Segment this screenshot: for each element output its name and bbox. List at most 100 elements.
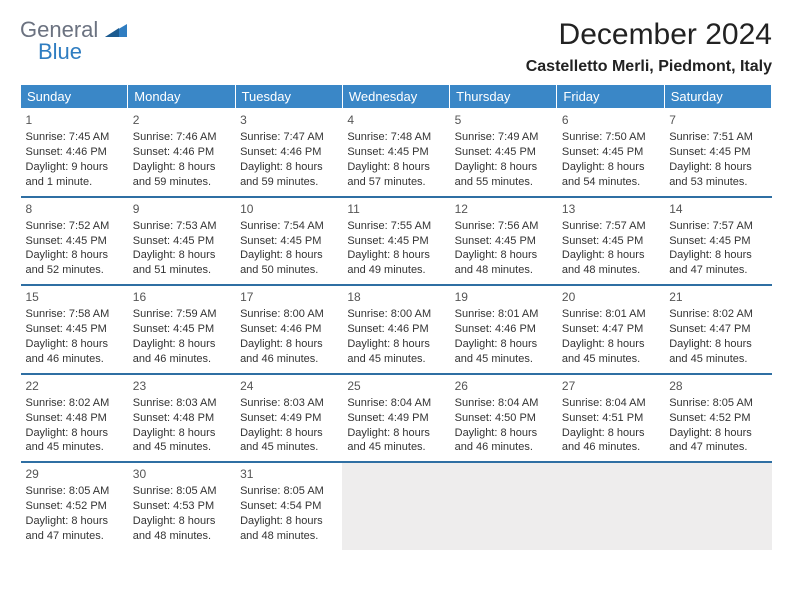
sunset-text: Sunset: 4:45 PM (26, 234, 123, 249)
day-number: 8 (26, 201, 123, 217)
sunrise-text: Sunrise: 8:02 AM (26, 396, 123, 411)
calendar-cell (664, 462, 771, 550)
logo-triangle-icon (105, 21, 127, 42)
sunset-text: Sunset: 4:46 PM (133, 145, 230, 160)
calendar-cell: 5Sunrise: 7:49 AMSunset: 4:45 PMDaylight… (450, 109, 557, 197)
sunset-text: Sunset: 4:45 PM (133, 234, 230, 249)
weekday-header-row: SundayMondayTuesdayWednesdayThursdayFrid… (21, 85, 772, 109)
daylight-text: Daylight: 8 hours and 46 minutes. (240, 337, 337, 367)
daylight-text: Daylight: 8 hours and 51 minutes. (133, 248, 230, 278)
day-number: 9 (133, 201, 230, 217)
sunrise-text: Sunrise: 7:50 AM (562, 130, 659, 145)
daylight-text: Daylight: 8 hours and 47 minutes. (669, 248, 766, 278)
sunrise-text: Sunrise: 7:45 AM (26, 130, 123, 145)
calendar-cell: 29Sunrise: 8:05 AMSunset: 4:52 PMDayligh… (21, 462, 128, 550)
day-number: 23 (133, 378, 230, 394)
sunrise-text: Sunrise: 7:57 AM (669, 219, 766, 234)
sunset-text: Sunset: 4:45 PM (455, 234, 552, 249)
daylight-text: Daylight: 8 hours and 46 minutes. (562, 426, 659, 456)
sunrise-text: Sunrise: 8:05 AM (26, 484, 123, 499)
calendar-cell: 21Sunrise: 8:02 AMSunset: 4:47 PMDayligh… (664, 285, 771, 374)
daylight-text: Daylight: 8 hours and 48 minutes. (240, 514, 337, 544)
sunset-text: Sunset: 4:50 PM (455, 411, 552, 426)
sunrise-text: Sunrise: 7:59 AM (133, 307, 230, 322)
day-number: 19 (455, 289, 552, 305)
sunset-text: Sunset: 4:51 PM (562, 411, 659, 426)
calendar-cell: 7Sunrise: 7:51 AMSunset: 4:45 PMDaylight… (664, 109, 771, 197)
header: General Blue December 2024 Castelletto M… (20, 18, 772, 76)
daylight-text: Daylight: 8 hours and 59 minutes. (240, 160, 337, 190)
calendar-cell: 15Sunrise: 7:58 AMSunset: 4:45 PMDayligh… (21, 285, 128, 374)
sunset-text: Sunset: 4:48 PM (26, 411, 123, 426)
daylight-text: Daylight: 8 hours and 53 minutes. (669, 160, 766, 190)
daylight-text: Daylight: 8 hours and 48 minutes. (455, 248, 552, 278)
weekday-header: Wednesday (342, 85, 449, 109)
sunset-text: Sunset: 4:45 PM (455, 145, 552, 160)
weekday-header: Friday (557, 85, 664, 109)
calendar-cell: 31Sunrise: 8:05 AMSunset: 4:54 PMDayligh… (235, 462, 342, 550)
calendar-body: 1Sunrise: 7:45 AMSunset: 4:46 PMDaylight… (21, 109, 772, 551)
day-number: 16 (133, 289, 230, 305)
day-number: 15 (26, 289, 123, 305)
sunrise-text: Sunrise: 7:55 AM (347, 219, 444, 234)
sunrise-text: Sunrise: 8:01 AM (562, 307, 659, 322)
calendar-cell: 22Sunrise: 8:02 AMSunset: 4:48 PMDayligh… (21, 374, 128, 463)
day-number: 29 (26, 466, 123, 482)
calendar-table: SundayMondayTuesdayWednesdayThursdayFrid… (20, 84, 772, 550)
daylight-text: Daylight: 8 hours and 48 minutes. (562, 248, 659, 278)
day-number: 4 (347, 112, 444, 128)
calendar-cell: 3Sunrise: 7:47 AMSunset: 4:46 PMDaylight… (235, 109, 342, 197)
calendar-cell: 26Sunrise: 8:04 AMSunset: 4:50 PMDayligh… (450, 374, 557, 463)
calendar-cell: 17Sunrise: 8:00 AMSunset: 4:46 PMDayligh… (235, 285, 342, 374)
month-title: December 2024 (526, 18, 772, 52)
sunrise-text: Sunrise: 7:58 AM (26, 307, 123, 322)
sunset-text: Sunset: 4:49 PM (240, 411, 337, 426)
sunrise-text: Sunrise: 7:47 AM (240, 130, 337, 145)
sunset-text: Sunset: 4:52 PM (26, 499, 123, 514)
calendar-row: 1Sunrise: 7:45 AMSunset: 4:46 PMDaylight… (21, 109, 772, 197)
calendar-row: 15Sunrise: 7:58 AMSunset: 4:45 PMDayligh… (21, 285, 772, 374)
sunrise-text: Sunrise: 8:00 AM (347, 307, 444, 322)
day-number: 17 (240, 289, 337, 305)
calendar-cell: 20Sunrise: 8:01 AMSunset: 4:47 PMDayligh… (557, 285, 664, 374)
day-number: 30 (133, 466, 230, 482)
day-number: 26 (455, 378, 552, 394)
sunrise-text: Sunrise: 7:57 AM (562, 219, 659, 234)
calendar-cell: 2Sunrise: 7:46 AMSunset: 4:46 PMDaylight… (128, 109, 235, 197)
daylight-text: Daylight: 8 hours and 45 minutes. (347, 426, 444, 456)
daylight-text: Daylight: 8 hours and 45 minutes. (562, 337, 659, 367)
sunset-text: Sunset: 4:46 PM (347, 322, 444, 337)
daylight-text: Daylight: 8 hours and 45 minutes. (240, 426, 337, 456)
calendar-cell: 9Sunrise: 7:53 AMSunset: 4:45 PMDaylight… (128, 197, 235, 286)
weekday-header: Sunday (21, 85, 128, 109)
day-number: 28 (669, 378, 766, 394)
sunrise-text: Sunrise: 8:04 AM (455, 396, 552, 411)
daylight-text: Daylight: 8 hours and 49 minutes. (347, 248, 444, 278)
day-number: 2 (133, 112, 230, 128)
calendar-row: 8Sunrise: 7:52 AMSunset: 4:45 PMDaylight… (21, 197, 772, 286)
sunset-text: Sunset: 4:45 PM (347, 145, 444, 160)
weekday-header: Monday (128, 85, 235, 109)
day-number: 22 (26, 378, 123, 394)
day-number: 11 (347, 201, 444, 217)
calendar-cell: 30Sunrise: 8:05 AMSunset: 4:53 PMDayligh… (128, 462, 235, 550)
sunrise-text: Sunrise: 7:52 AM (26, 219, 123, 234)
sunrise-text: Sunrise: 8:02 AM (669, 307, 766, 322)
daylight-text: Daylight: 8 hours and 54 minutes. (562, 160, 659, 190)
daylight-text: Daylight: 8 hours and 59 minutes. (133, 160, 230, 190)
logo-blue-text: Blue (38, 40, 127, 63)
calendar-cell: 4Sunrise: 7:48 AMSunset: 4:45 PMDaylight… (342, 109, 449, 197)
sunrise-text: Sunrise: 8:05 AM (669, 396, 766, 411)
daylight-text: Daylight: 8 hours and 47 minutes. (669, 426, 766, 456)
sunrise-text: Sunrise: 8:03 AM (240, 396, 337, 411)
sunrise-text: Sunrise: 8:04 AM (562, 396, 659, 411)
calendar-cell: 13Sunrise: 7:57 AMSunset: 4:45 PMDayligh… (557, 197, 664, 286)
day-number: 31 (240, 466, 337, 482)
day-number: 10 (240, 201, 337, 217)
day-number: 25 (347, 378, 444, 394)
sunrise-text: Sunrise: 8:04 AM (347, 396, 444, 411)
calendar-cell: 24Sunrise: 8:03 AMSunset: 4:49 PMDayligh… (235, 374, 342, 463)
sunset-text: Sunset: 4:46 PM (240, 322, 337, 337)
daylight-text: Daylight: 8 hours and 50 minutes. (240, 248, 337, 278)
calendar-cell: 8Sunrise: 7:52 AMSunset: 4:45 PMDaylight… (21, 197, 128, 286)
